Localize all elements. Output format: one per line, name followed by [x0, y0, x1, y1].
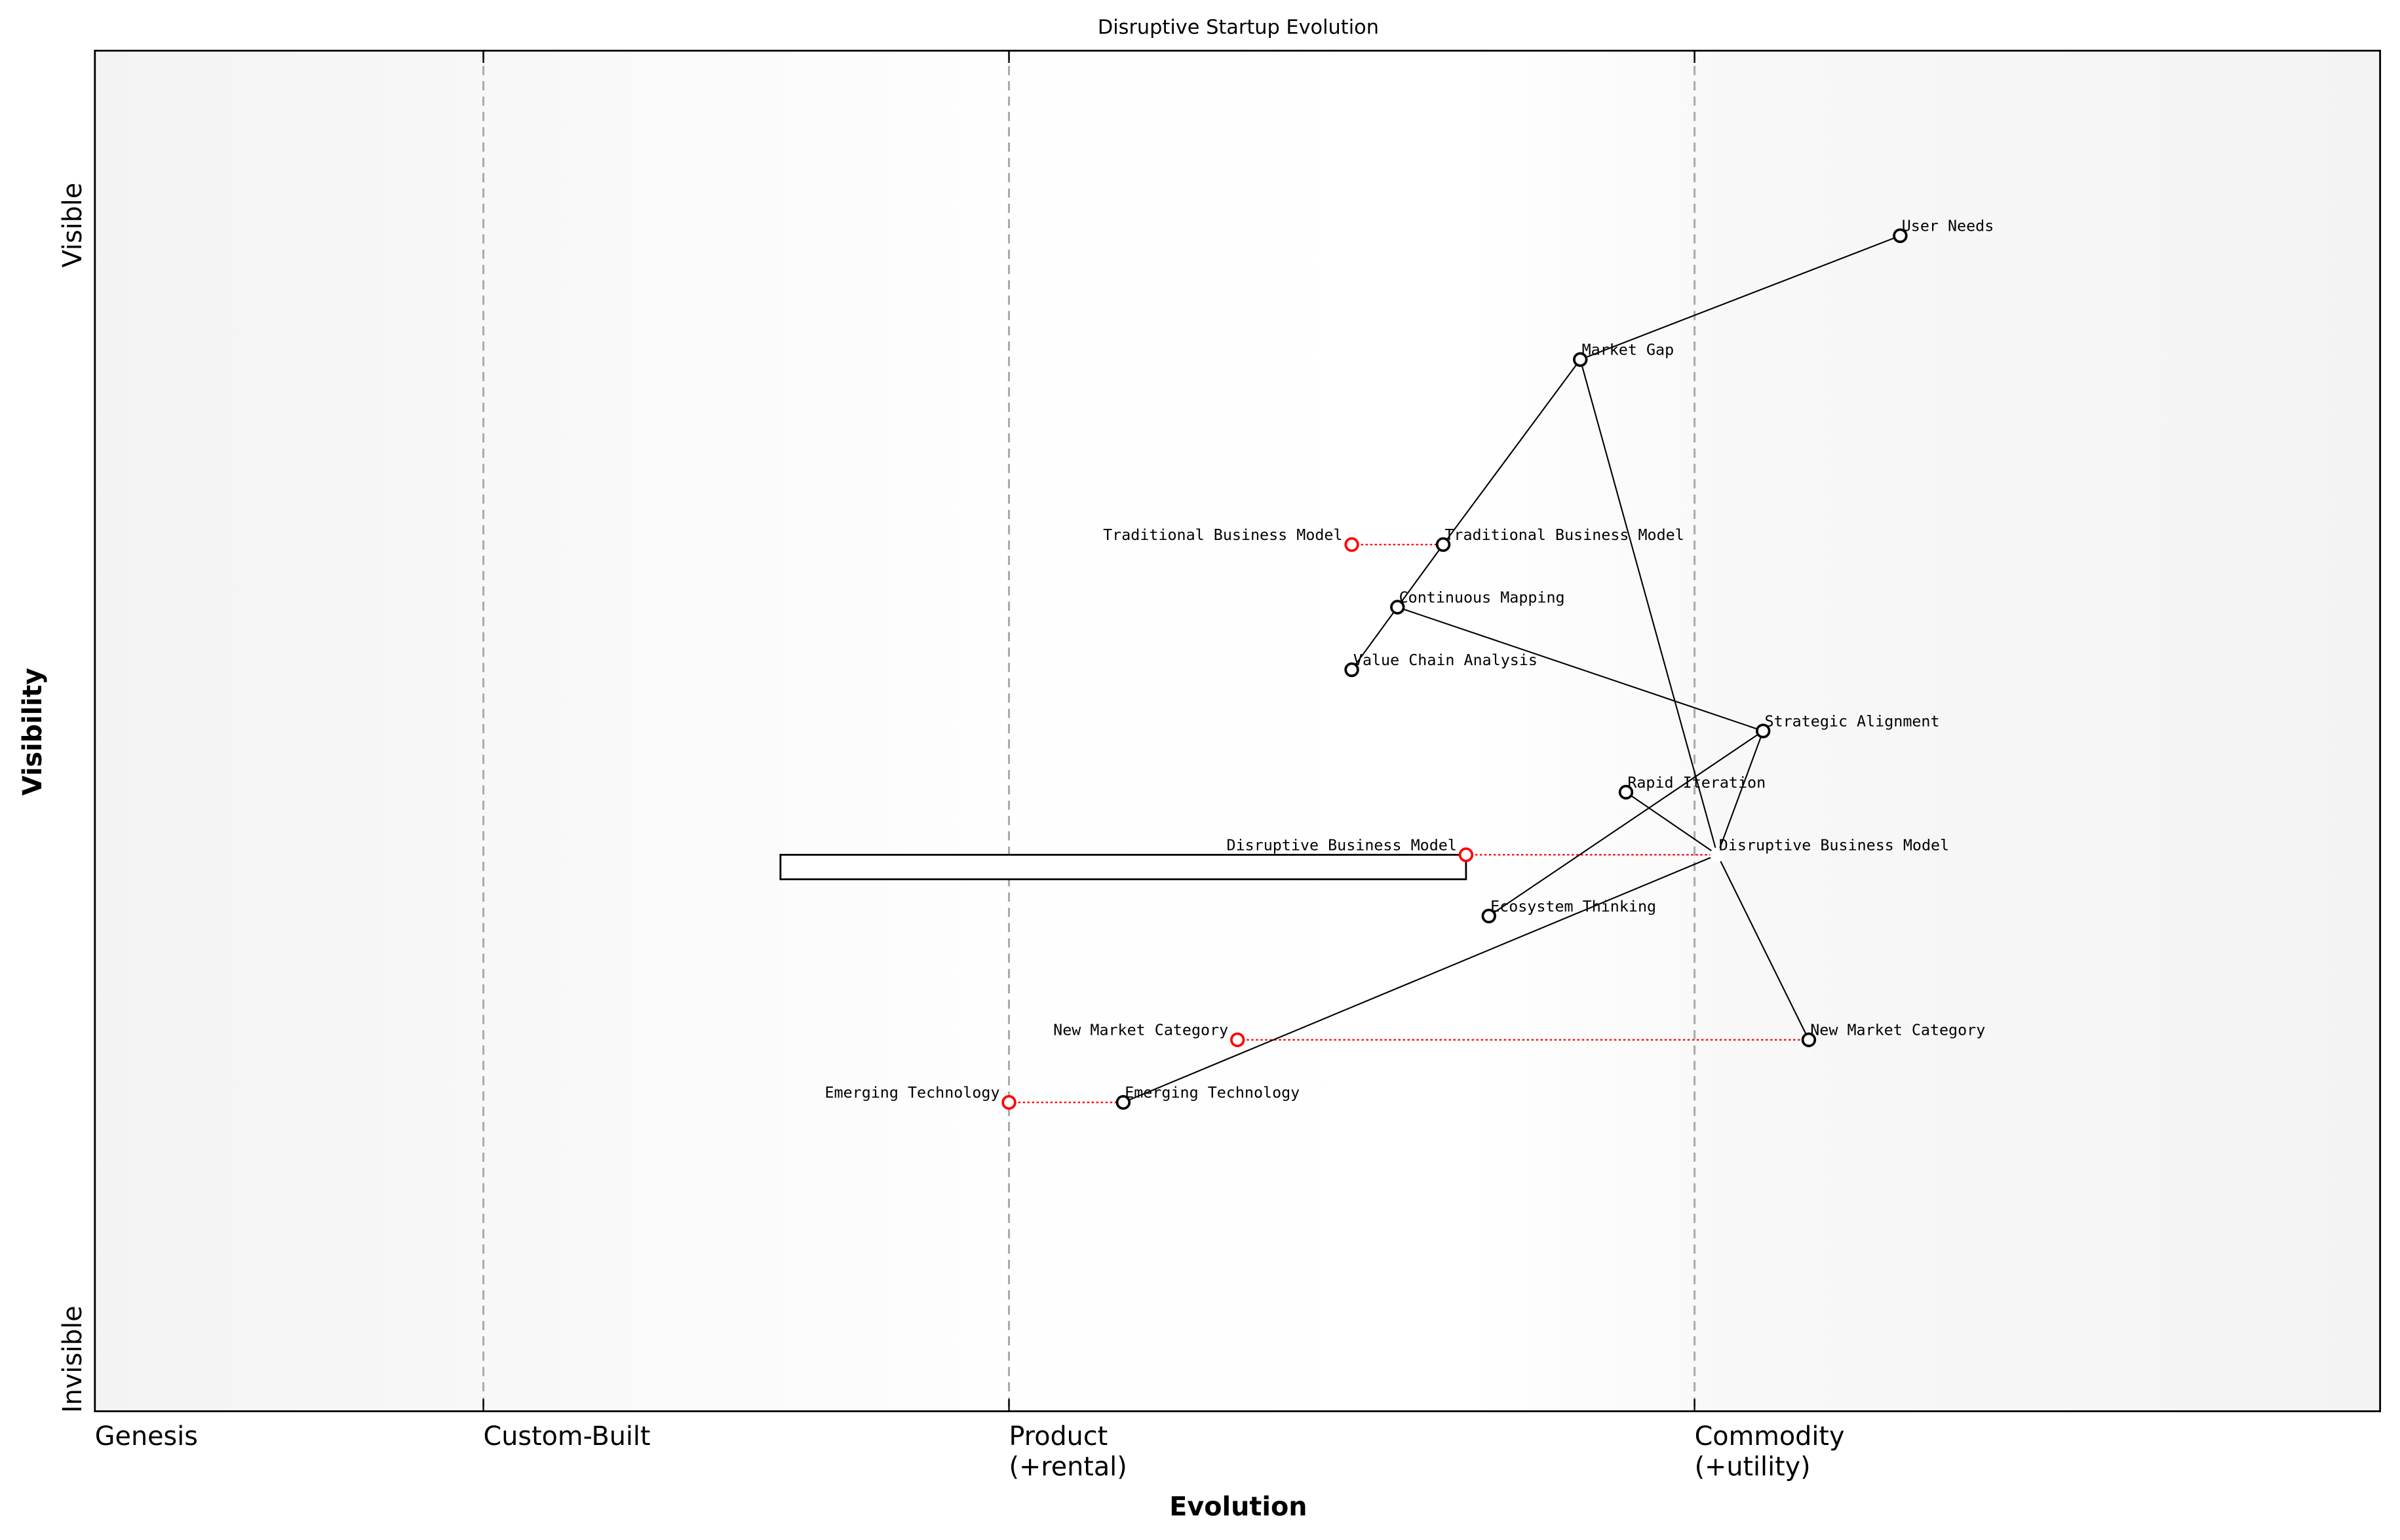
- dependency-link: [1579, 235, 1901, 360]
- component-point: [1618, 784, 1634, 800]
- stage-label: Commodity (+utility): [1695, 1421, 1845, 1482]
- evolution-origin-label: Emerging Technology: [824, 1083, 999, 1102]
- dependency-link: [1442, 359, 1581, 545]
- component-label: Strategic Alignment: [1765, 712, 1940, 730]
- dependency-link: [1716, 854, 1810, 1041]
- stage-label: Custom-Built: [484, 1421, 651, 1452]
- evolution-origin-point: [1001, 1095, 1016, 1110]
- component-label: Market Gap: [1582, 341, 1674, 359]
- dependency-link: [1123, 854, 1718, 1104]
- component-label: Value Chain Analysis: [1353, 651, 1538, 669]
- component-point: [1710, 847, 1725, 862]
- dependency-link: [1579, 359, 1718, 855]
- evolution-origin-label: New Market Category: [1053, 1021, 1228, 1039]
- component-point: [1390, 600, 1405, 615]
- y-axis-label: Visibility: [18, 668, 48, 796]
- evolution-origin-label: Disruptive Business Model: [1227, 836, 1457, 854]
- dependency-link: [1716, 731, 1764, 855]
- component-point: [1344, 662, 1359, 678]
- component-point: [1893, 228, 1908, 243]
- component-point: [1115, 1095, 1131, 1110]
- chart-title: Disruptive Startup Evolution: [1098, 16, 1379, 39]
- plot-frame: [94, 49, 2382, 1412]
- evolution-origin-label: Traditional Business Model: [1103, 526, 1342, 544]
- component-label: Disruptive Business Model: [1719, 836, 1949, 854]
- dependency-link: [1397, 544, 1444, 608]
- component-point: [1435, 537, 1451, 552]
- component-point: [1481, 908, 1496, 924]
- x-axis-label: Evolution: [1169, 1492, 1307, 1522]
- invisible-label: Invisible: [58, 1305, 88, 1413]
- component-label: User Needs: [1902, 217, 1994, 235]
- evolution-origin-point: [1458, 847, 1474, 862]
- stage-label: Genesis: [95, 1421, 198, 1452]
- component-label: Continuous Mapping: [1399, 588, 1565, 607]
- component-label: Ecosystem Thinking: [1490, 897, 1656, 915]
- visible-label: Visible: [58, 183, 88, 268]
- evolution-origin-point: [1230, 1032, 1245, 1047]
- component-label: Traditional Business Model: [1444, 526, 1684, 544]
- inertia-box: [779, 853, 1467, 881]
- dependency-link: [1351, 606, 1399, 670]
- component-point: [1573, 352, 1588, 367]
- component-point: [1755, 723, 1771, 739]
- plot-area: [94, 50, 2380, 1412]
- evolution-origin-point: [1344, 537, 1359, 552]
- component-label: Emerging Technology: [1125, 1083, 1300, 1102]
- dependency-link: [1488, 730, 1764, 917]
- dependency-link: [1625, 792, 1718, 856]
- component-point: [1801, 1032, 1817, 1047]
- component-label: New Market Category: [1810, 1021, 1985, 1039]
- stage-label: Product (+rental): [1009, 1421, 1127, 1482]
- component-label: Rapid Iteration: [1627, 773, 1766, 792]
- dependency-link: [1397, 606, 1764, 732]
